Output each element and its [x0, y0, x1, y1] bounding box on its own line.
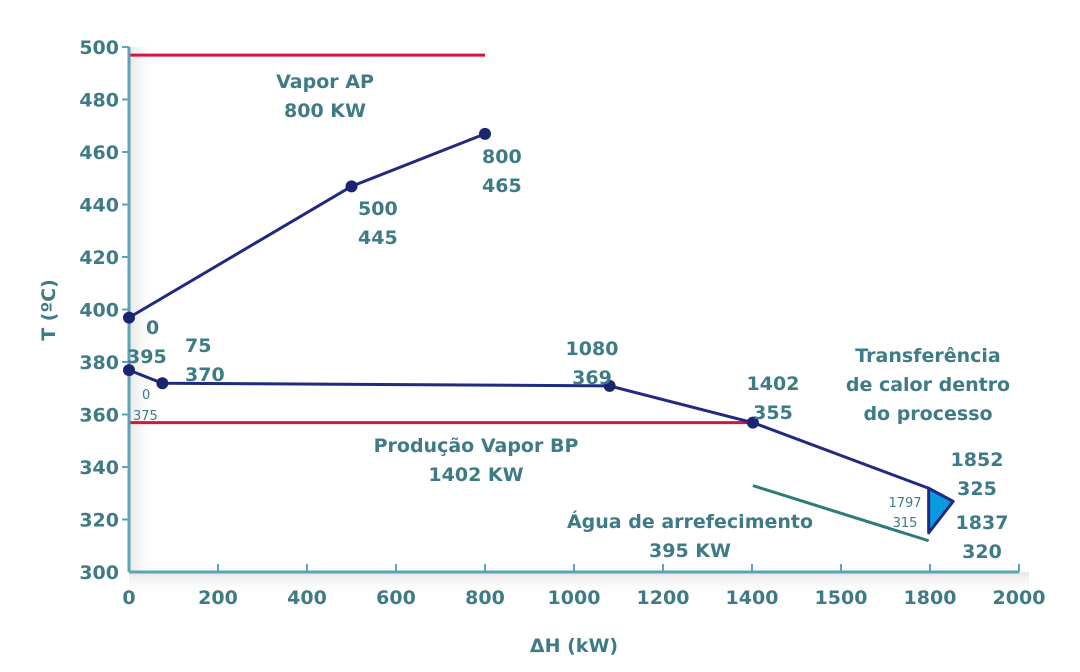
point-label-y: 375: [133, 409, 158, 424]
triangle-label: de calor dentro: [846, 374, 1010, 396]
series-line: [128, 368, 930, 490]
triangle-label: Transferência: [855, 345, 1000, 367]
ref-label-vapor-ap: 800 KW: [284, 100, 366, 122]
y-tick-label: 440: [79, 195, 119, 217]
point-label: 1080: [566, 338, 619, 360]
data-point: [156, 377, 169, 390]
reference-lines: [129, 53, 930, 543]
triangle-point-label: 320: [962, 541, 1002, 563]
x-tick-label: 1400: [726, 587, 779, 609]
ref-label-vapor-bp: 1402 KW: [428, 464, 523, 486]
reference-line: [752, 484, 930, 543]
x-tick-label: 2000: [993, 587, 1046, 609]
x-tick-label: 400: [287, 587, 327, 609]
heat-transfer-triangle: [927, 486, 955, 535]
y-tick-label: 340: [79, 457, 119, 479]
x-tick-label: 200: [198, 587, 238, 609]
point-label: 1402: [747, 373, 800, 395]
ref-label-vapor-ap: Vapor AP: [276, 71, 374, 93]
ref-label-cooling-water: Água de arrefecimento: [567, 510, 813, 533]
point-label-y: 395: [127, 346, 167, 368]
point-label-x: 0: [142, 388, 150, 403]
x-tick-label: 1200: [637, 587, 690, 609]
series-group: [123, 127, 955, 535]
point-label: 465: [482, 175, 522, 197]
y-tick-label: 320: [79, 510, 119, 532]
data-point: [479, 127, 491, 140]
y-tick-label: 360: [79, 405, 119, 427]
x-tick-label: 1000: [548, 587, 601, 609]
series-line: [128, 132, 486, 319]
axis-shadow-bottom: [129, 572, 1029, 596]
point-label: 445: [358, 227, 398, 249]
y-tick-label: 460: [79, 142, 119, 164]
x-axis-title: ΔH (kW): [530, 635, 618, 657]
point-label: 800: [482, 146, 522, 168]
point-label-x: 0: [146, 317, 159, 339]
y-tick-label: 420: [79, 247, 119, 269]
x-tick-label: 0: [122, 587, 135, 609]
triangle-point-label-small: 1797: [888, 496, 921, 511]
triangle-point-label: 325: [957, 478, 997, 500]
y-tick-label: 500: [79, 37, 119, 59]
x-tick-label: 800: [465, 587, 505, 609]
y-tick-label: 380: [79, 352, 119, 374]
triangle-label: do processo: [863, 403, 992, 425]
ref-label-vapor-bp: Produção Vapor BP: [374, 435, 579, 457]
y-tick-label: 300: [79, 562, 119, 584]
x-tick-label: 600: [376, 587, 416, 609]
y-tick-label: 400: [79, 300, 119, 322]
x-tick-label: 1800: [904, 587, 957, 609]
y-axis-title: T (ºC): [38, 279, 60, 341]
data-point: [746, 416, 759, 429]
x-tick-label: 1500: [815, 587, 868, 609]
axes: 300 320 340 360 380 400 420 440 460 480 500 0 200 400…: [79, 37, 1045, 609]
data-point: [603, 379, 616, 392]
ref-label-cooling-water: 395 KW: [649, 540, 731, 562]
data-point: [123, 311, 135, 324]
data-point: [123, 364, 135, 377]
point-label: 370: [185, 364, 225, 386]
triangle-point-label: 1837: [956, 512, 1009, 534]
annotations: Vapor AP 800 KW Produção Vapor BP 1402 KW Ág…: [127, 71, 1010, 563]
triangle-point-label-small: 315: [893, 516, 918, 531]
triangle-point-label: 1852: [951, 449, 1004, 471]
point-label: 369: [572, 367, 612, 389]
point-label: 75: [185, 335, 211, 357]
point-label: 500: [358, 198, 398, 220]
y-tick-label: 480: [79, 90, 119, 112]
point-label: 355: [753, 402, 793, 424]
data-point: [345, 180, 358, 193]
